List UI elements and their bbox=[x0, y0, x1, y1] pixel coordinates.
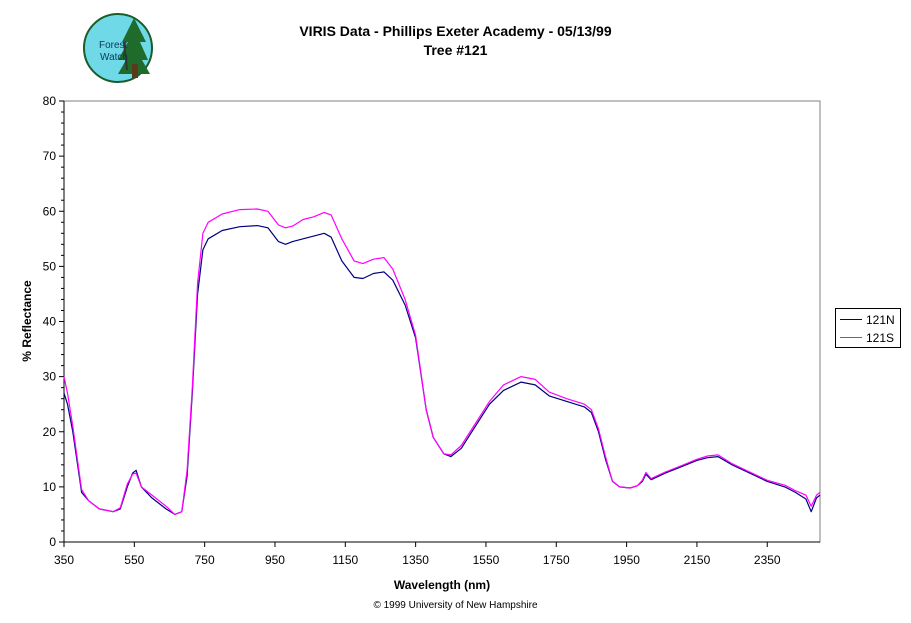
x-axis-label: Wavelength (nm) bbox=[394, 578, 490, 592]
series-layer bbox=[63, 208, 821, 515]
y-tick-label: 10 bbox=[43, 480, 57, 494]
y-axis: 0 10 20 30 40 50 60 70 80 bbox=[43, 94, 65, 549]
y-axis-label: % Reflectance bbox=[20, 280, 34, 362]
y-tick-label: 0 bbox=[49, 535, 56, 549]
y-tick-label: 30 bbox=[43, 370, 57, 384]
legend-swatch-121n bbox=[840, 319, 862, 320]
y-tick-label: 50 bbox=[43, 259, 57, 273]
forest-watch-logo-image: Forest Watch bbox=[83, 13, 153, 83]
legend-item-121n: 121N bbox=[840, 312, 900, 328]
x-tick-label: 350 bbox=[54, 553, 74, 567]
copyright-notice: © 1999 University of New Hampshire bbox=[373, 600, 538, 611]
legend: 121N 121S bbox=[835, 308, 901, 348]
forest-watch-logo: Forest Watch bbox=[82, 12, 156, 89]
x-tick-label: 2150 bbox=[684, 553, 711, 567]
x-tick-label: 550 bbox=[124, 553, 144, 567]
x-tick-label: 950 bbox=[265, 553, 285, 567]
chart-subtitle: Tree #121 bbox=[423, 42, 488, 58]
legend-label-121n: 121N bbox=[866, 313, 895, 327]
x-tick-label: 1950 bbox=[613, 553, 640, 567]
logo-text-watch: Watch bbox=[100, 52, 128, 63]
x-tick-label: 750 bbox=[195, 553, 215, 567]
series-line-121s bbox=[63, 208, 821, 515]
legend-label-121s: 121S bbox=[866, 331, 895, 345]
legend-item-121s: 121S bbox=[840, 330, 900, 346]
logo-text-forest: Forest bbox=[99, 40, 128, 51]
y-tick-label: 40 bbox=[43, 315, 57, 329]
y-tick-label: 20 bbox=[43, 425, 57, 439]
x-tick-label: 1750 bbox=[543, 553, 570, 567]
x-axis: 350 550 750 950 1150 1350 1550 1750 1950 2150 2350 bbox=[54, 541, 820, 567]
x-tick-label: 1350 bbox=[402, 553, 429, 567]
x-tick-label: 1150 bbox=[332, 553, 358, 567]
plot-area bbox=[63, 100, 821, 543]
y-tick-label: 80 bbox=[43, 94, 57, 108]
y-tick-label: 70 bbox=[43, 149, 57, 163]
y-tick-label: 60 bbox=[43, 204, 57, 218]
legend-swatch-121s bbox=[840, 337, 862, 338]
series-line-121n bbox=[63, 225, 821, 515]
x-tick-label: 1550 bbox=[473, 553, 500, 567]
chart-title: VIRIS Data - Phillips Exeter Academy - 0… bbox=[299, 23, 612, 39]
x-tick-label: 2350 bbox=[754, 553, 781, 567]
chart-title-block: VIRIS Data - Phillips Exeter Academy - 0… bbox=[0, 22, 911, 60]
